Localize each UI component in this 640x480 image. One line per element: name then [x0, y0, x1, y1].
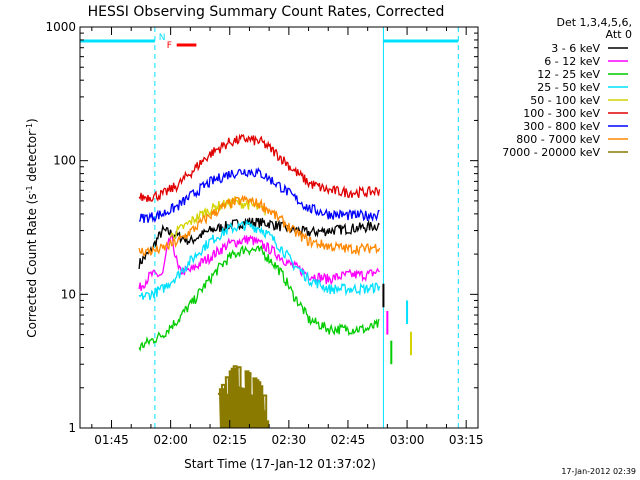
x-tick-label: 02:15 — [212, 433, 247, 447]
series-trace — [138, 220, 381, 301]
legend-label: 300 - 800 keV — [523, 120, 600, 133]
x-tick-label: 03:00 — [390, 433, 425, 447]
x-axis-label: Start Time (17-Jan-12 01:37:02) — [184, 457, 376, 471]
y-tick-label: 100 — [53, 154, 76, 168]
flag-label: N — [159, 33, 166, 43]
x-tick-label: 01:45 — [94, 433, 129, 447]
plot-frame — [79, 26, 479, 429]
y-tick-label: 1 — [68, 421, 76, 435]
series-trace — [138, 133, 381, 203]
series-trace — [138, 233, 380, 291]
plot-axes: 1 10 100 1000 01:45 02:00 02:15 02:30 02:45 03:00… — [45, 20, 483, 447]
legend-label: 12 - 25 keV — [537, 68, 600, 81]
y-axis-label: Corrected Count Rate (s-1 detector-1) — [25, 118, 40, 337]
y-tick-label: 1000 — [45, 20, 76, 34]
legend-label: 800 - 7000 keV — [516, 133, 600, 146]
legend-label: 25 - 50 keV — [537, 81, 600, 94]
legend-label: 50 - 100 keV — [530, 94, 600, 107]
flag-label: F — [167, 41, 172, 51]
legend-label: 3 - 6 keV — [551, 42, 600, 55]
legend-label: 7000 - 20000 keV — [502, 146, 600, 159]
x-tick-label: 03:15 — [449, 433, 484, 447]
series-trace — [138, 217, 380, 270]
legend-label: 100 - 300 keV — [523, 107, 600, 120]
y-label-part: ) — [25, 118, 39, 123]
y-label-part: detector — [25, 131, 39, 186]
series-trace — [217, 365, 270, 429]
y-label-sup: -1 — [25, 185, 34, 193]
x-tick-label: 02:45 — [331, 433, 366, 447]
y-label-sup: -1 — [25, 123, 34, 131]
series-trace — [138, 167, 380, 223]
chart-title: HESSI Observing Summary Count Rates, Cor… — [88, 4, 445, 20]
legend-header: Det 1,3,4,5,6, Att 0 — [556, 16, 632, 41]
y-tick-label: 10 — [61, 287, 76, 301]
y-label-part: Corrected Count Rate (s — [25, 193, 39, 337]
legend-header-line: Det 1,3,4,5,6, — [556, 16, 632, 29]
legend-label: 6 - 12 keV — [544, 55, 600, 68]
legend-header-line: Att 0 — [606, 28, 632, 41]
series-trace — [138, 194, 381, 258]
series-trace — [138, 244, 380, 352]
plot-data: NF — [80, 27, 459, 429]
x-tick-label: 02:30 — [272, 433, 307, 447]
x-tick-label: 02:00 — [153, 433, 188, 447]
timestamp-label: 17-Jan-2012 02:39 — [561, 467, 636, 476]
